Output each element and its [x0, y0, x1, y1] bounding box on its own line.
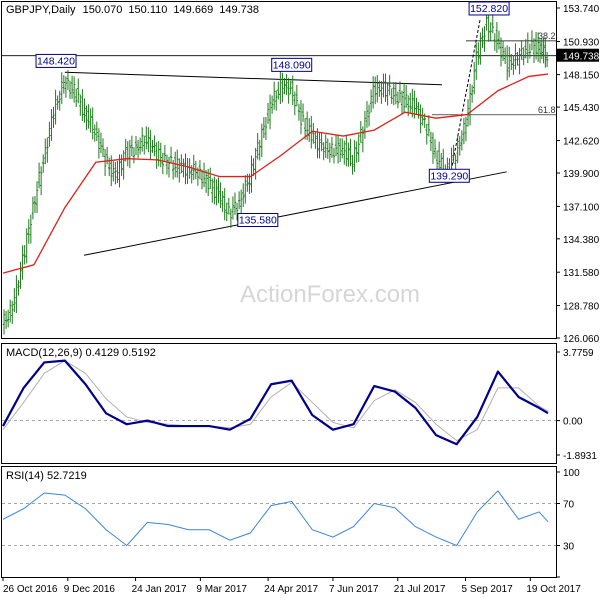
- high-value: 150.110: [128, 4, 167, 16]
- symbol-label: GBPJPY: [6, 4, 50, 16]
- macd-signal-line: [2, 360, 549, 442]
- annotation-label: 135.580: [239, 215, 277, 227]
- annotation-label: 139.290: [430, 170, 468, 182]
- x-tick-label: 24 Jan 2017: [132, 584, 187, 595]
- macd-tick-label: -1.8931: [563, 451, 597, 462]
- fib-label-38-2: 38.2: [538, 31, 556, 41]
- price-panel-frame: [1, 1, 557, 339]
- x-tick-label: 7 Jun 2017: [329, 584, 379, 595]
- price-tick-label: 128.780: [563, 302, 600, 313]
- rsi-title: RSI(14) 52.7219: [6, 470, 87, 482]
- x-tick-label: 19 Oct 2017: [526, 584, 581, 595]
- price-tick-label: 145.430: [563, 103, 600, 114]
- price-tick-label: 148.150: [563, 71, 600, 82]
- annotation-label: 148.420: [37, 55, 75, 67]
- annotation-box: [271, 57, 313, 72]
- price-tick-label: 131.580: [563, 268, 600, 279]
- rsi-tick-label: 30: [563, 542, 575, 553]
- last-price-box: [557, 48, 599, 62]
- x-tick-label: 5 Sep 2017: [462, 584, 514, 595]
- x-tick-label: 26 Oct 2016: [3, 584, 58, 595]
- annotation-label: 148.090: [273, 59, 311, 71]
- price-tick-label: 126.060: [563, 334, 600, 345]
- period-label: Daily: [51, 4, 76, 16]
- open-value: 150.070: [83, 4, 123, 16]
- rsi-tick-label: 70: [563, 500, 575, 511]
- watermark: ActionForex.com: [240, 281, 420, 308]
- annotation-box: [237, 213, 279, 228]
- low-value: 149.669: [173, 4, 213, 16]
- price-tick-label: 134.380: [563, 235, 600, 246]
- x-tick-label: 24 Apr 2017: [264, 584, 318, 595]
- price-tick-label: 150.930: [563, 38, 600, 49]
- x-tick-label: 9 Mar 2017: [196, 584, 247, 595]
- macd-tick-label: 3.7759: [563, 348, 594, 359]
- rsi-tick-label: 100: [563, 468, 580, 479]
- price-title: GBPJPY,Daily 150.070 150.110 149.669 149…: [6, 4, 259, 16]
- x-tick-label: 21 Jul 2017: [394, 584, 446, 595]
- lower-trendline: [83, 171, 507, 256]
- rsi-line: [2, 490, 549, 547]
- breakout-dashed-line: [448, 18, 481, 181]
- moving-average-line: [2, 73, 549, 274]
- annotation-label: 152.820: [470, 3, 508, 15]
- x-tick-label: 9 Dec 2016: [64, 584, 116, 595]
- close-value: 149.738: [219, 4, 259, 16]
- rsi-panel-frame: [1, 466, 557, 578]
- macd-line: [2, 359, 549, 446]
- price-tick-label: 153.740: [563, 4, 600, 15]
- annotation-box: [35, 53, 77, 68]
- price-tick-label: 137.100: [563, 202, 600, 213]
- price-tick-label: 139.900: [563, 169, 600, 180]
- annotation-box: [468, 1, 510, 16]
- fib-label-61-8: 61.8: [538, 105, 556, 115]
- macd-tick-label: 0.00: [563, 417, 583, 428]
- macd-panel-frame: [1, 343, 557, 464]
- last-price-label: 149.738: [563, 52, 600, 63]
- macd-title: MACD(12,26,9) 0.4129 0.5192: [6, 347, 156, 359]
- price-tick-label: 142.620: [563, 137, 600, 148]
- annotation-box: [428, 168, 470, 183]
